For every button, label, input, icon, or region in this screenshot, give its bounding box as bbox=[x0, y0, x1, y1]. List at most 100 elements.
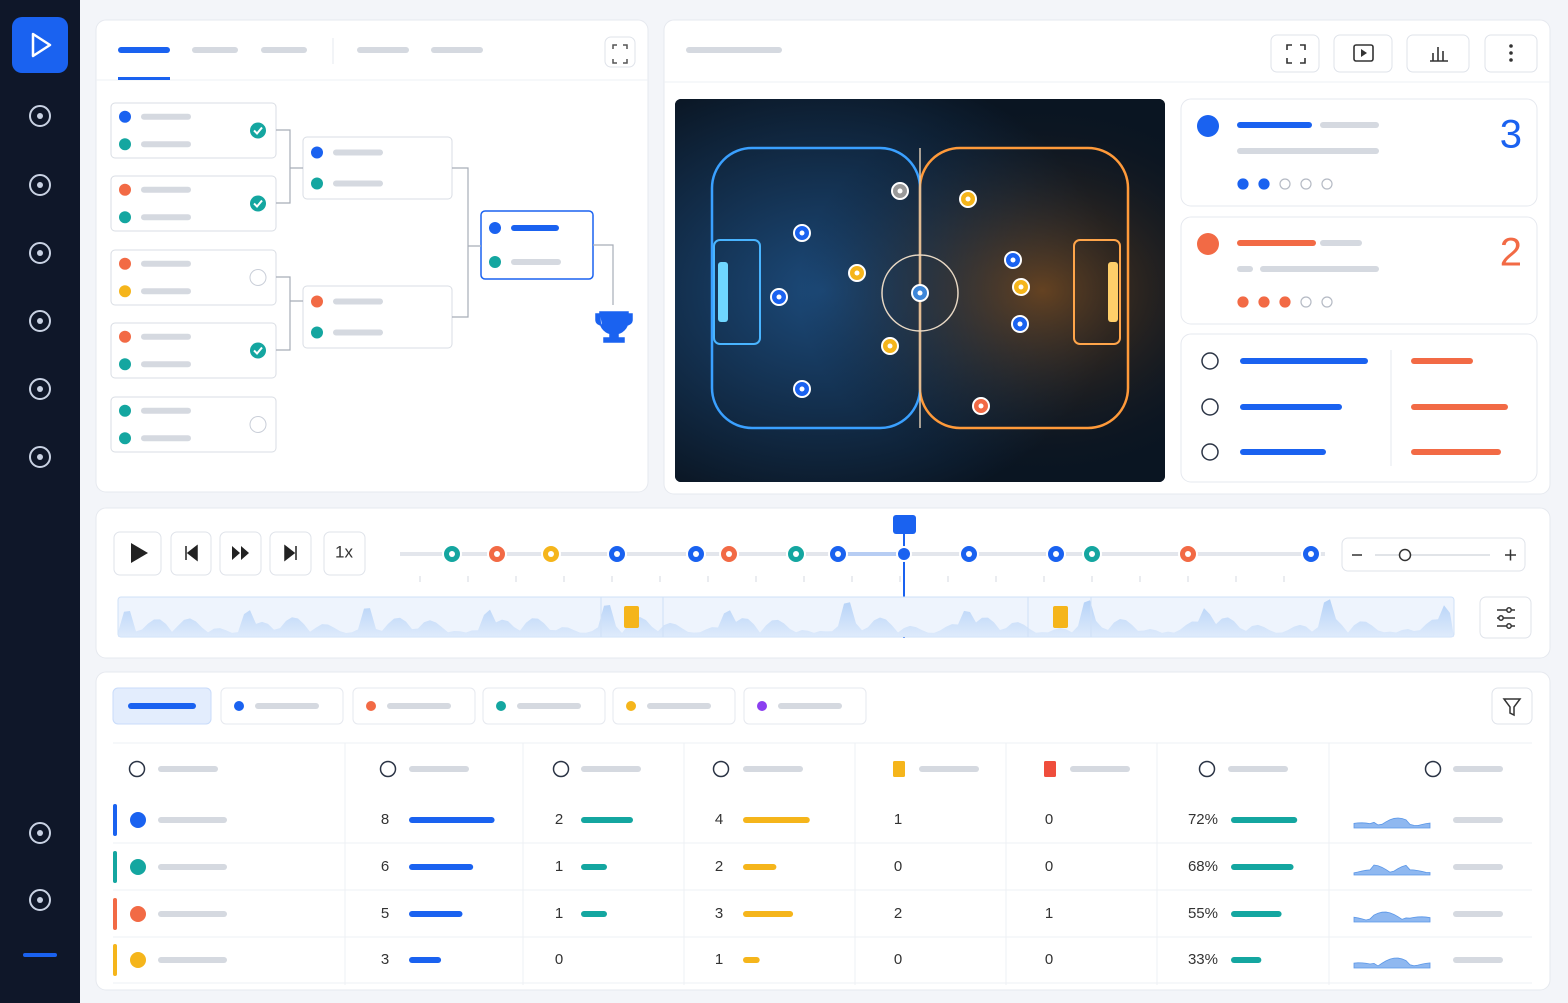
nav-icon[interactable] bbox=[29, 174, 51, 196]
zoom-plus bbox=[1505, 549, 1516, 561]
more-dot bbox=[1509, 44, 1513, 48]
team-dot bbox=[119, 404, 131, 417]
more-dot bbox=[1509, 51, 1513, 55]
team-name bbox=[141, 361, 191, 368]
team-dot bbox=[119, 211, 131, 224]
slider-icon-knob bbox=[1506, 607, 1512, 613]
expand-icon bbox=[612, 44, 628, 64]
filter-button[interactable] bbox=[1491, 687, 1533, 725]
prev-icon bbox=[185, 544, 198, 562]
card-icon bbox=[1044, 761, 1056, 777]
bracket-connector bbox=[452, 167, 481, 318]
filter-label bbox=[387, 703, 451, 709]
team-dot bbox=[489, 256, 501, 268]
form-dot bbox=[1300, 178, 1312, 190]
column-icon bbox=[1424, 760, 1442, 778]
nav-icon-dot bbox=[37, 386, 43, 392]
nav-icon[interactable] bbox=[29, 242, 51, 264]
event-marker-center bbox=[1089, 551, 1095, 557]
stat-value: 0 bbox=[1045, 858, 1053, 875]
stat-value: 33% bbox=[1188, 951, 1218, 968]
toolbar-button[interactable] bbox=[1270, 34, 1320, 73]
playhead-handle[interactable] bbox=[893, 515, 916, 534]
expand-button[interactable] bbox=[604, 36, 636, 68]
fullscreen-icon bbox=[1286, 44, 1306, 64]
match-card[interactable] bbox=[302, 136, 453, 200]
team-dot bbox=[130, 812, 146, 828]
match-card[interactable] bbox=[480, 210, 594, 280]
team-name bbox=[158, 817, 227, 823]
nav-icon[interactable] bbox=[29, 378, 51, 400]
column-header bbox=[158, 766, 218, 772]
team-name bbox=[1237, 122, 1312, 128]
stat-bar bbox=[743, 911, 794, 917]
team-dot bbox=[119, 285, 131, 298]
tab bbox=[431, 47, 483, 53]
stat-value: 8 bbox=[381, 811, 389, 828]
card-icon bbox=[893, 761, 905, 777]
yellow-card-event bbox=[624, 606, 639, 628]
zoom-thumb[interactable] bbox=[1398, 548, 1412, 562]
match-card[interactable] bbox=[302, 285, 453, 349]
tab bbox=[357, 47, 409, 53]
filter-label bbox=[255, 703, 319, 709]
team-name bbox=[141, 141, 191, 148]
team-dot bbox=[119, 330, 131, 343]
team-name bbox=[158, 957, 227, 963]
event-marker-center bbox=[1053, 551, 1059, 557]
team-name bbox=[141, 214, 191, 221]
home-button[interactable] bbox=[12, 17, 68, 73]
team-dot bbox=[489, 222, 501, 234]
form-dot bbox=[1258, 296, 1270, 308]
nav-icon[interactable] bbox=[29, 446, 51, 468]
filter-dot bbox=[496, 701, 506, 711]
team-dot bbox=[119, 110, 131, 123]
team-tag bbox=[1237, 266, 1253, 272]
tab bbox=[192, 47, 238, 53]
player-marker-center bbox=[887, 343, 893, 349]
match-card[interactable] bbox=[110, 396, 277, 453]
team-dot bbox=[311, 146, 323, 159]
playback-button[interactable] bbox=[219, 531, 262, 576]
nav-icon-dot bbox=[37, 830, 43, 836]
stat-value: 55% bbox=[1188, 905, 1218, 922]
player-marker-center bbox=[897, 188, 903, 194]
column-icon bbox=[552, 760, 570, 778]
match-card[interactable] bbox=[110, 249, 277, 306]
filter-label bbox=[647, 703, 711, 709]
centre-circle bbox=[881, 254, 959, 332]
stat-bar bbox=[1231, 957, 1262, 963]
stat-value: 5 bbox=[381, 905, 389, 922]
team-name bbox=[141, 186, 191, 193]
team-name bbox=[141, 407, 191, 414]
nav-icon[interactable] bbox=[29, 889, 51, 911]
stat-bar bbox=[409, 817, 495, 823]
panel-title bbox=[686, 47, 782, 53]
stat-value: 2 bbox=[894, 905, 902, 922]
stat-bar-away bbox=[1411, 449, 1501, 455]
team-name bbox=[511, 225, 559, 231]
nav-icon[interactable] bbox=[29, 822, 51, 844]
event-marker-center bbox=[548, 551, 554, 557]
stat-value: 0 bbox=[1045, 811, 1053, 828]
slider-icon-knob bbox=[1506, 623, 1512, 629]
stat-bar bbox=[409, 864, 474, 870]
playback-button[interactable] bbox=[323, 531, 366, 576]
column-header bbox=[919, 766, 979, 772]
stat-value: 0 bbox=[894, 858, 902, 875]
nav-icon[interactable] bbox=[29, 310, 51, 332]
nav-icon-dot bbox=[37, 897, 43, 903]
team-name bbox=[511, 259, 561, 265]
stats-table-panel bbox=[95, 671, 1551, 991]
column-header bbox=[1070, 766, 1130, 772]
trend-sparkline bbox=[1353, 957, 1431, 969]
filter-dot bbox=[366, 701, 376, 711]
nav-icon[interactable] bbox=[29, 105, 51, 127]
player-marker-center bbox=[799, 230, 805, 236]
slider-icon-knob bbox=[1498, 615, 1504, 621]
stat-bar bbox=[1231, 864, 1294, 870]
stat-bar bbox=[581, 864, 607, 870]
stat-value: 1 bbox=[555, 905, 563, 922]
check-mark bbox=[253, 199, 263, 208]
